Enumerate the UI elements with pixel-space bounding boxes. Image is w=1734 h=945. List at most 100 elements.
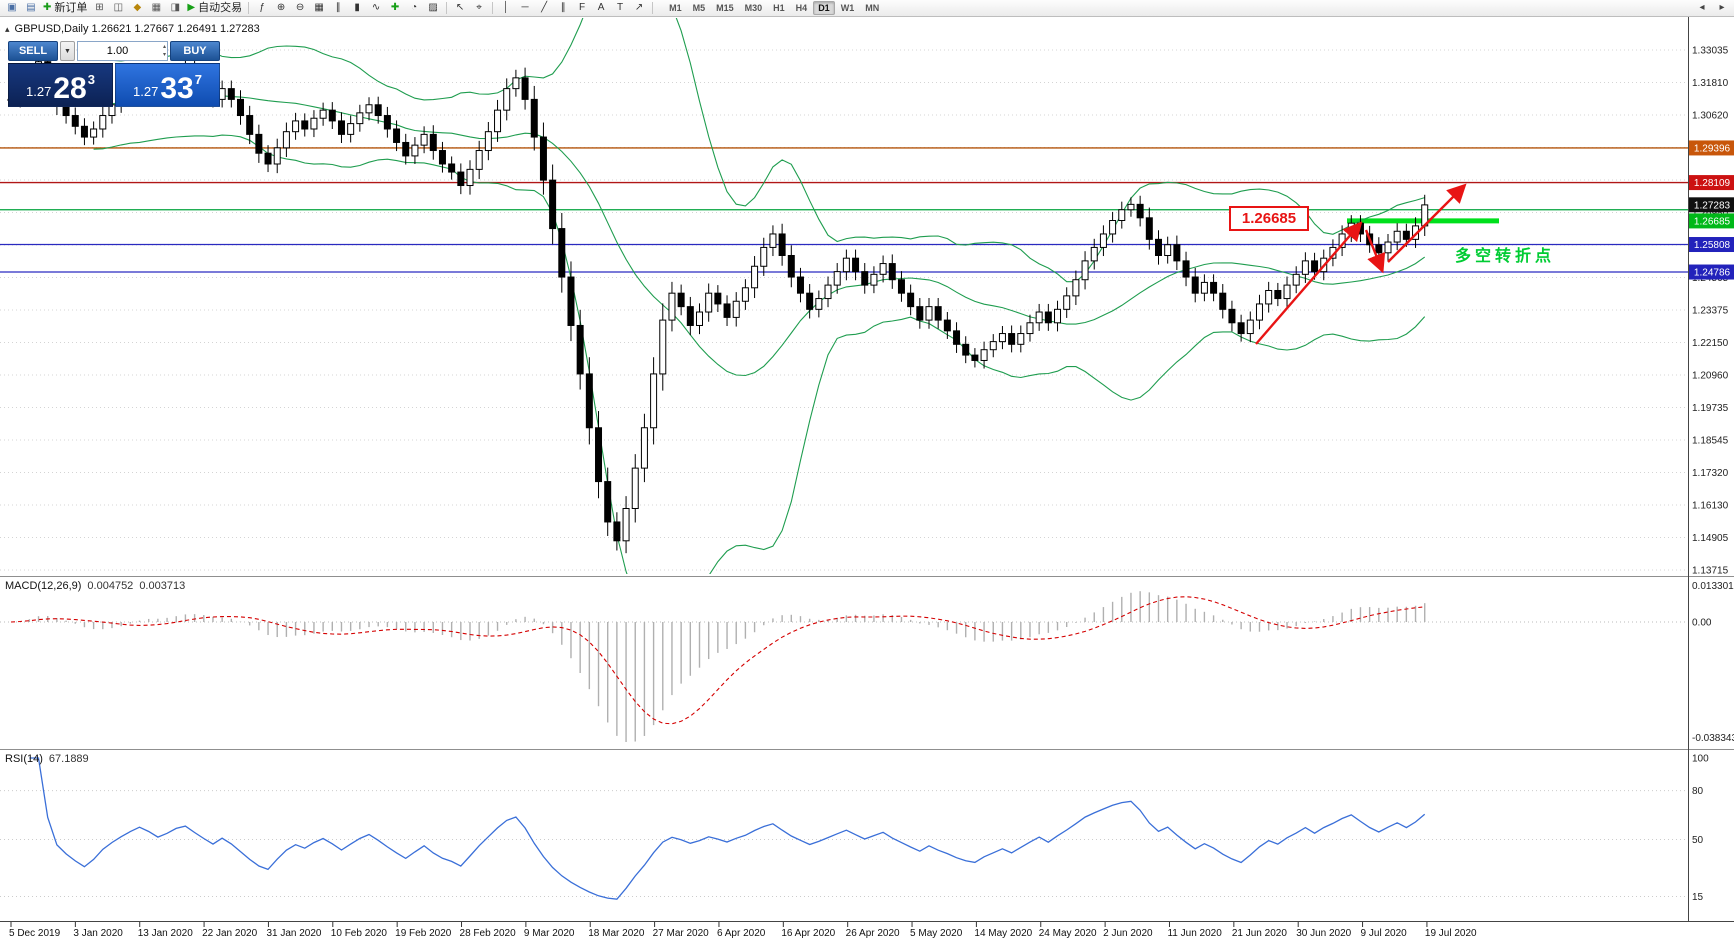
templates-icon[interactable]: ▨ xyxy=(424,1,442,15)
indicators-icon[interactable]: ƒ xyxy=(253,1,271,15)
date-label: 3 Jan 2020 xyxy=(73,928,123,939)
trendline-icon[interactable]: ╱ xyxy=(535,1,553,15)
timeframe-m1-button[interactable]: M1 xyxy=(669,3,682,13)
timeframe-m5-button[interactable]: M5 xyxy=(692,3,706,13)
zoom-out-icon[interactable]: ⊖ xyxy=(291,1,309,15)
timeframe-d1-button[interactable]: D1 xyxy=(813,1,835,15)
timeframe-h4-button[interactable]: H4 xyxy=(795,3,808,13)
navigator-icon-glyph: ◆ xyxy=(133,2,142,13)
horizontal-lines-layer[interactable] xyxy=(0,147,1688,273)
date-label: 5 Dec 2019 xyxy=(9,928,61,939)
periods-icon[interactable]: ◔ xyxy=(405,1,423,15)
data-window-icon-glyph: ◫ xyxy=(113,2,124,13)
annotation-arrows[interactable] xyxy=(1255,183,1467,345)
terminal-icon[interactable]: ▦ xyxy=(147,1,165,15)
fibonacci-icon[interactable]: F xyxy=(573,1,591,15)
date-label: 13 Jan 2020 xyxy=(138,928,193,939)
horizontal-line-icon[interactable]: ─ xyxy=(516,1,534,15)
channel-icon[interactable]: ∥ xyxy=(554,1,572,15)
volume-input[interactable] xyxy=(78,45,167,57)
turning-point-label[interactable]: 多空转折点 xyxy=(1455,248,1556,265)
zoom-out-icon-glyph: ⊖ xyxy=(295,2,305,13)
zoom-in-icon-glyph: ⊕ xyxy=(276,2,286,13)
time-axis[interactable]: 5 Dec 2019 3 Jan 2020 13 Jan 2020 22 Jan 20… xyxy=(9,922,1477,939)
data-window-icon[interactable]: ◫ xyxy=(109,1,127,15)
sell-price-big: 28 xyxy=(53,72,87,105)
line-chart-icon[interactable]: ∿ xyxy=(367,1,385,15)
line-chart-icon-glyph: ∿ xyxy=(371,2,381,13)
zoom-in-icon[interactable]: ⊕ xyxy=(272,1,290,15)
vertical-line-icon[interactable]: │ xyxy=(497,1,515,15)
panel-borders xyxy=(0,17,1734,922)
market-watch-icon-glyph: ⊞ xyxy=(95,2,104,13)
one-click-panel-toggle-icon[interactable]: ▴ xyxy=(5,23,10,34)
price-tags: 1.29396 1.28109 1.27283 1.26685 1.25808 1.247… xyxy=(1689,140,1734,280)
tile-windows-icon[interactable]: ▦ xyxy=(310,1,328,15)
sell-price-panel[interactable]: 1.27 28 3 xyxy=(8,63,113,107)
price-tag-label: 1.25808 xyxy=(1694,240,1731,251)
price-gridlines xyxy=(0,49,1688,571)
buy-price-panel[interactable]: 1.27 33 7 xyxy=(115,63,220,107)
add-indicator-button[interactable]: ✚ xyxy=(386,1,404,15)
macd-label: MACD(12,26,9) xyxy=(5,580,82,592)
bollinger-bands xyxy=(93,18,1426,574)
date-label: 27 Mar 2020 xyxy=(653,928,710,939)
toolbar-separator xyxy=(248,2,250,14)
market-watch-icon[interactable]: ⊞ xyxy=(90,1,108,15)
strategy-tester-icon[interactable]: ◨ xyxy=(166,1,184,15)
toolbar-right-group: ◂ ▸ xyxy=(1693,1,1731,15)
chart-scroll-left-icon[interactable]: ◂ xyxy=(1693,1,1711,15)
timeframe-w1-button[interactable]: W1 xyxy=(840,3,855,13)
timeframe-mn-button[interactable]: MN xyxy=(865,3,880,13)
rsi-value: 67.1889 xyxy=(48,753,89,765)
candlestick-chart-icon[interactable]: ▮ xyxy=(348,1,366,15)
rsi-scale[interactable]: 100 80 50 15 xyxy=(1692,754,1709,904)
price-tag-label: 1.29396 xyxy=(1694,143,1731,154)
rsi-scale-label: 15 xyxy=(1692,892,1704,903)
volume-field: ▴▾ xyxy=(77,41,168,61)
profiles-icon[interactable]: ▤ xyxy=(22,1,40,15)
sell-price-sup: 3 xyxy=(87,72,95,87)
templates-icon-glyph: ▨ xyxy=(428,2,438,13)
buy-price-main: 1.27 xyxy=(133,84,159,99)
buy-button[interactable]: BUY xyxy=(170,41,220,61)
text-icon[interactable]: A xyxy=(592,1,610,15)
auto-trading-button[interactable]: ▶ 自动交易 xyxy=(185,1,244,15)
new-chart-icon[interactable]: ▣ xyxy=(3,1,21,15)
price-callout-box[interactable]: 1.26685 xyxy=(1229,206,1309,231)
cursor-icon[interactable]: ↖ xyxy=(451,1,469,15)
chart-scroll-right-icon[interactable]: ▸ xyxy=(1713,1,1731,15)
volume-spinner[interactable]: ▴ ▾ xyxy=(162,44,166,58)
date-label: 16 Apr 2020 xyxy=(781,928,835,939)
bar-chart-icon[interactable]: ∥ xyxy=(329,1,347,15)
date-label: 28 Feb 2020 xyxy=(460,928,517,939)
date-label: 2 Jun 2020 xyxy=(1103,928,1153,939)
new-order-button[interactable]: ✚ 新订单 xyxy=(41,1,89,15)
macd-header: MACD(12,26,9) 0.004752 0.003713 xyxy=(5,580,185,592)
date-label: 9 Mar 2020 xyxy=(524,928,575,939)
buy-price-sup: 7 xyxy=(194,72,202,87)
rsi-header: RSI(14) 67.1889 xyxy=(5,753,89,765)
toolbar-separator xyxy=(492,2,494,14)
auto-trading-glyph: ▶ xyxy=(187,2,196,13)
tile-windows-icon-glyph: ▦ xyxy=(314,2,324,13)
navigator-icon[interactable]: ◆ xyxy=(128,1,146,15)
fibonacci-icon-glyph: F xyxy=(579,2,586,13)
sell-button[interactable]: SELL xyxy=(8,41,58,61)
price-scale-label: 1.33035 xyxy=(1692,46,1729,57)
label-icon[interactable]: T xyxy=(611,1,629,15)
price-tag-label: 1.26685 xyxy=(1694,216,1731,227)
macd-signal-value: 0.003713 xyxy=(139,580,186,592)
macd-scale[interactable]: 0.013301 0.00 -0.038343 xyxy=(1692,581,1734,744)
crosshair-icon[interactable]: ⌖ xyxy=(470,1,488,15)
volume-dropdown-button[interactable]: ▼ xyxy=(60,41,75,61)
timeframe-m30-button[interactable]: M30 xyxy=(744,3,763,13)
price-tag-label: 1.27283 xyxy=(1694,200,1731,211)
candlestick-chart-icon-glyph: ▮ xyxy=(354,2,360,13)
date-label: 24 May 2020 xyxy=(1039,928,1097,939)
timeframe-m15-button[interactable]: M15 xyxy=(716,3,734,13)
timeframe-h1-button[interactable]: H1 xyxy=(773,3,785,13)
price-axis[interactable]: 1.330351.318101.306201.293951.281701.269… xyxy=(1692,46,1729,577)
arrows-tool-icon[interactable]: ↗ xyxy=(630,1,648,15)
